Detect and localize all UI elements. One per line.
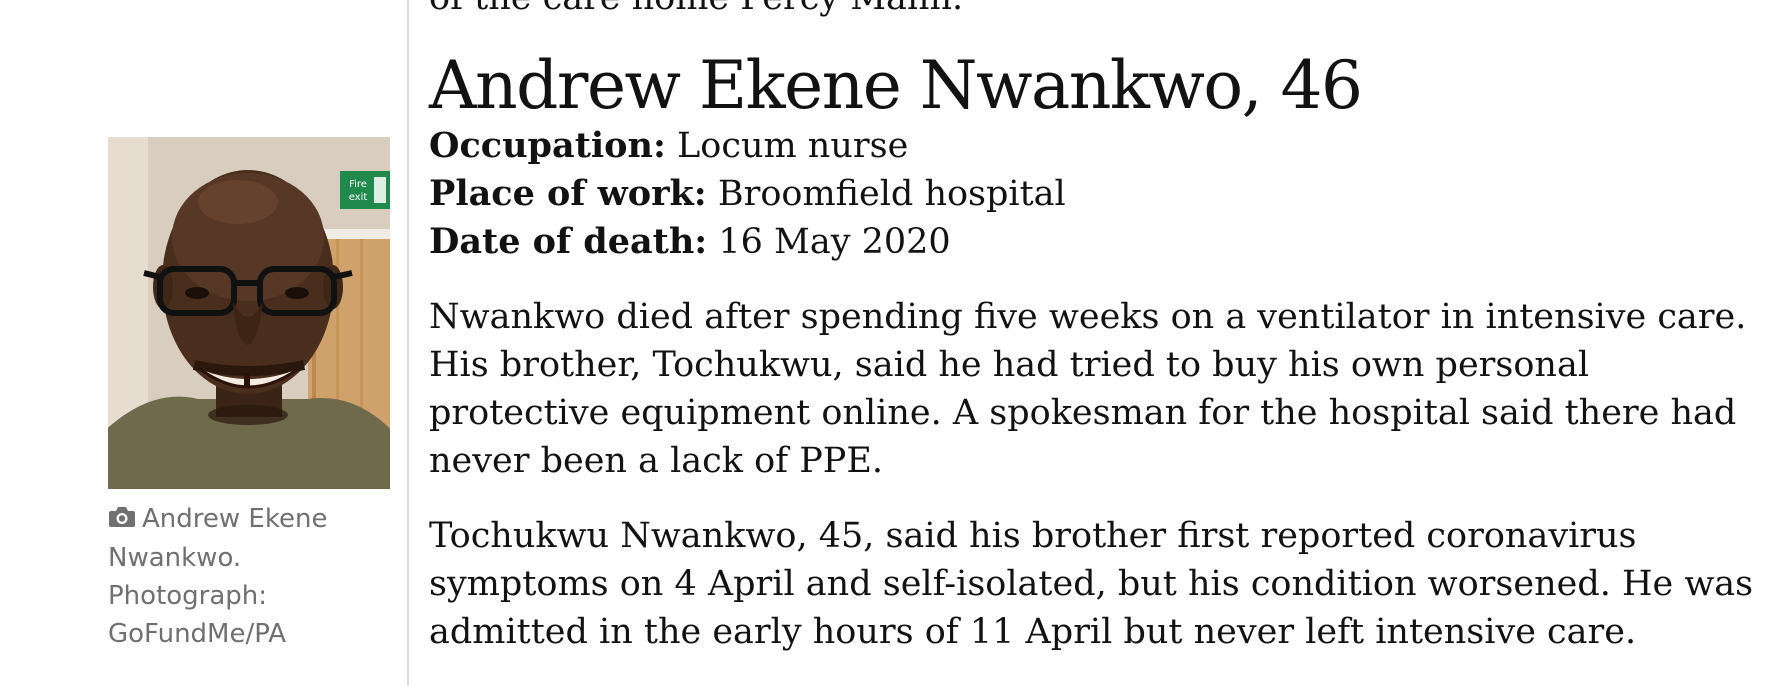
fact-occupation: Occupation: Locum nurse [429,122,1066,170]
caption-text: Andrew Ekene Nwankwo. Photograph: GoFund… [108,504,328,649]
portrait-photo[interactable]: Fire exit [108,137,390,489]
previous-paragraph-fragment: of the care home Percy Mann. [429,0,963,22]
body-paragraph: Nwankwo died after spending five weeks o… [429,297,1747,481]
fact-value: 16 May 2020 [718,222,951,262]
fact-value: Locum nurse [677,126,909,166]
svg-text:exit: exit [349,192,368,203]
fact-date-of-death: Date of death: 16 May 2020 [429,218,1066,266]
victim-heading: Andrew Ekene Nwankwo, 46 [429,47,1363,124]
portrait-image: Fire exit [108,137,390,489]
fact-value: Broomfield hospital [717,174,1066,214]
fact-label: Place of work: [429,173,707,214]
camera-icon [108,501,136,539]
photo-caption: Andrew Ekene Nwankwo. Photograph: GoFund… [108,500,348,653]
body-paragraph: Tochukwu Nwankwo, 45, said his brother f… [429,516,1754,652]
fire-exit-sign: Fire exit [340,171,390,209]
fact-place-of-work: Place of work: Broomfield hospital [429,170,1066,218]
fact-list: Occupation: Locum nurse Place of work: B… [429,122,1066,266]
figure-column: Fire exit [0,0,409,686]
svg-text:Fire: Fire [349,179,367,190]
fact-label: Date of death: [429,221,708,262]
column-divider [407,0,409,686]
glasses [143,266,353,316]
fact-label: Occupation: [429,125,666,166]
